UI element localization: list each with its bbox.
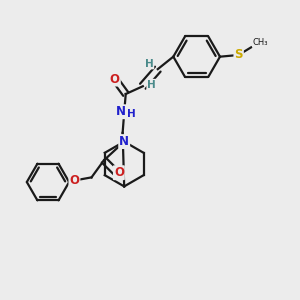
Text: S: S — [234, 48, 243, 61]
Text: H: H — [145, 58, 153, 68]
Text: N: N — [119, 135, 129, 148]
Text: O: O — [114, 166, 124, 179]
Text: O: O — [110, 73, 120, 85]
Text: H: H — [147, 80, 156, 90]
Text: H: H — [127, 109, 135, 119]
Text: N: N — [116, 105, 125, 118]
Text: O: O — [69, 174, 80, 187]
Text: CH₃: CH₃ — [253, 38, 268, 47]
